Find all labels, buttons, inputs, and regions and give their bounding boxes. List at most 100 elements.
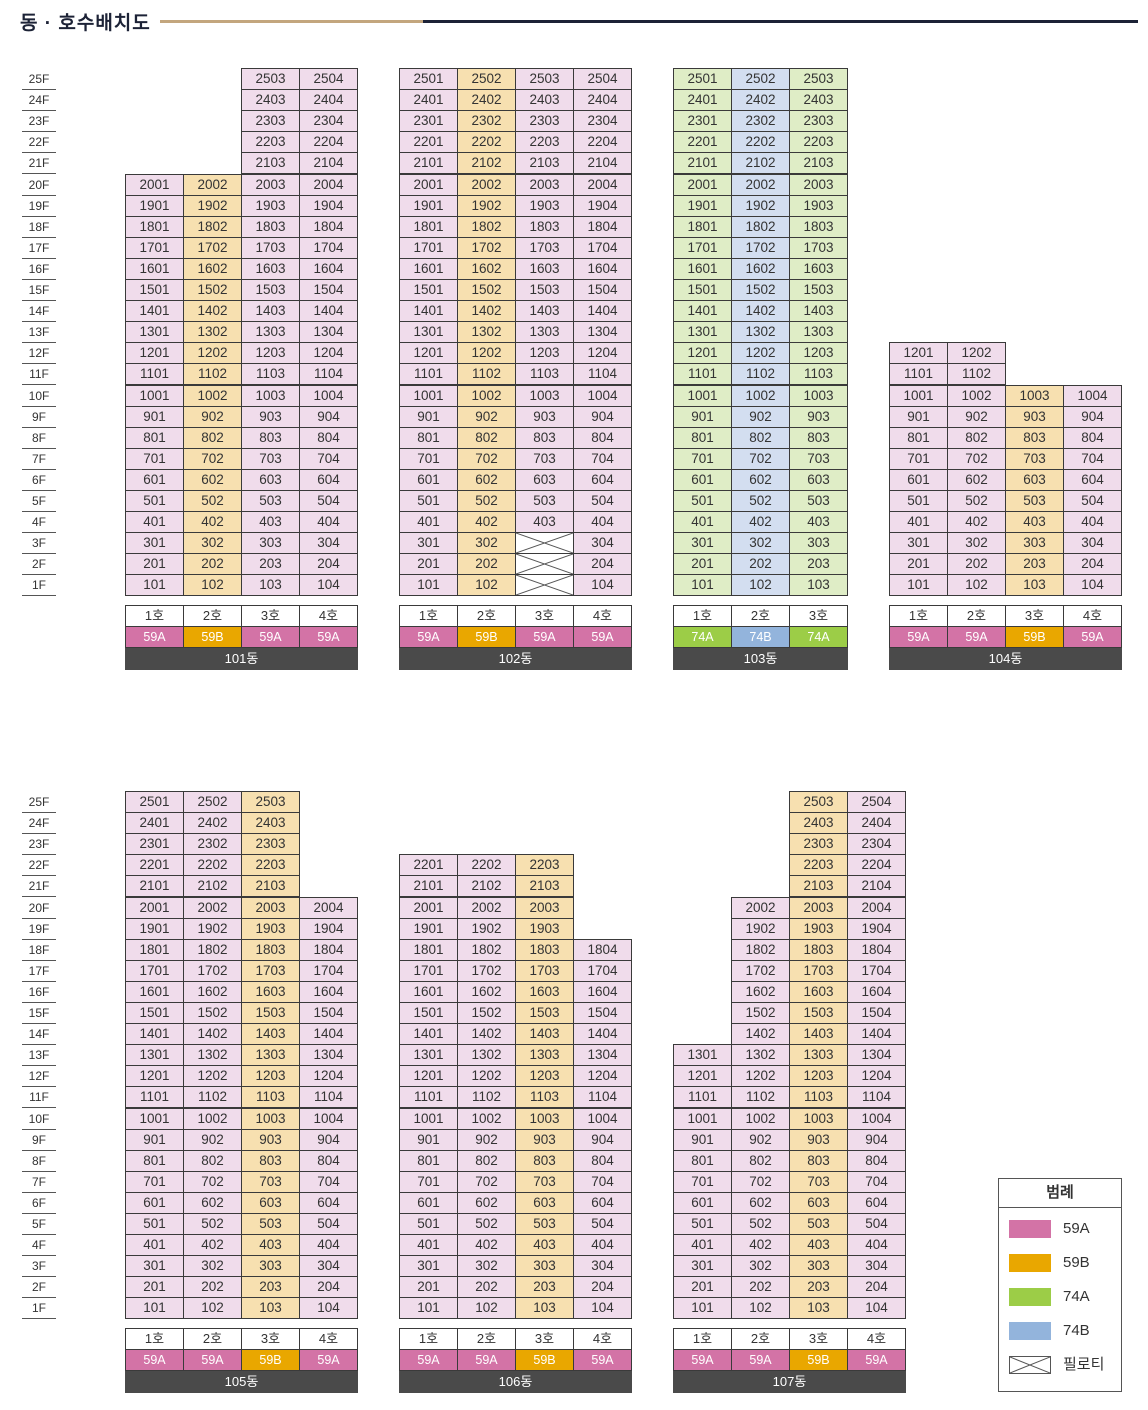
unit-cell[interactable]: 1804 [847, 938, 906, 961]
unit-cell[interactable]: 2503 [515, 68, 574, 90]
unit-cell[interactable]: 2202 [457, 131, 516, 154]
unit-cell[interactable]: 1101 [399, 363, 458, 386]
unit-cell[interactable]: 1004 [299, 384, 358, 407]
unit-cell[interactable]: 701 [673, 1170, 732, 1193]
unit-cell[interactable]: 303 [789, 1255, 848, 1278]
unit-cell[interactable]: 804 [847, 1149, 906, 1172]
unit-cell[interactable]: 302 [457, 532, 516, 555]
unit-cell[interactable]: 2203 [515, 854, 574, 877]
unit-cell[interactable]: 402 [183, 1234, 242, 1257]
unit-cell[interactable]: 104 [299, 574, 358, 597]
unit-cell[interactable]: 1501 [125, 279, 184, 301]
unit-cell[interactable]: 304 [573, 532, 632, 555]
unit-cell[interactable]: 1101 [399, 1086, 458, 1109]
unit-cell[interactable]: 2103 [241, 152, 300, 175]
unit-cell[interactable]: 1301 [399, 1044, 458, 1067]
unit-cell[interactable]: 801 [125, 1149, 184, 1172]
unit-cell[interactable]: 2401 [673, 89, 732, 112]
unit-cell[interactable]: 1801 [673, 215, 732, 238]
unit-cell[interactable]: 402 [183, 511, 242, 534]
unit-cell[interactable]: 304 [1063, 532, 1122, 555]
unit-cell[interactable]: 201 [399, 553, 458, 576]
unit-cell[interactable]: 301 [673, 532, 732, 555]
unit-cell[interactable]: 103 [1005, 574, 1064, 597]
unit-cell[interactable]: 404 [1063, 511, 1122, 534]
unit-cell[interactable]: 1704 [573, 236, 632, 259]
unit-cell[interactable]: 401 [889, 511, 948, 534]
unit-cell[interactable]: 603 [789, 468, 848, 491]
unit-cell[interactable]: 2403 [241, 812, 300, 835]
unit-cell[interactable]: 1802 [183, 215, 242, 238]
unit-cell[interactable]: 204 [299, 553, 358, 576]
unit-cell[interactable]: 602 [947, 468, 1006, 491]
unit-cell[interactable]: 502 [183, 490, 242, 512]
unit-cell[interactable]: 2503 [241, 791, 300, 813]
unit-cell[interactable]: 702 [183, 1170, 242, 1193]
unit-cell[interactable]: 1604 [573, 257, 632, 280]
unit-cell[interactable]: 1302 [183, 321, 242, 344]
unit-cell[interactable]: 101 [399, 574, 458, 597]
unit-cell[interactable]: 2501 [399, 68, 458, 90]
unit-cell[interactable]: 1502 [457, 279, 516, 301]
unit-cell[interactable]: 1902 [183, 194, 242, 217]
unit-cell[interactable]: 1401 [399, 1023, 458, 1046]
unit-cell[interactable]: 902 [731, 1128, 790, 1151]
unit-cell[interactable]: 604 [847, 1191, 906, 1214]
unit-cell[interactable]: 1802 [457, 938, 516, 961]
unit-cell[interactable]: 1804 [299, 938, 358, 961]
unit-cell[interactable]: 1302 [457, 321, 516, 344]
unit-cell[interactable]: 2003 [515, 173, 574, 196]
unit-cell[interactable]: 1801 [399, 938, 458, 961]
unit-cell[interactable]: 502 [457, 1213, 516, 1235]
unit-cell[interactable]: 1202 [457, 1065, 516, 1088]
unit-cell[interactable]: 1402 [183, 1023, 242, 1046]
unit-cell[interactable]: 502 [731, 490, 790, 512]
unit-cell[interactable]: 202 [457, 1276, 516, 1299]
unit-cell[interactable]: 1002 [183, 1107, 242, 1130]
unit-cell[interactable]: 1101 [125, 1086, 184, 1109]
unit-cell[interactable]: 1301 [673, 1044, 732, 1067]
unit-cell[interactable]: 1903 [241, 917, 300, 940]
unit-cell[interactable]: 803 [241, 426, 300, 449]
unit-cell[interactable]: 601 [673, 468, 732, 491]
unit-cell[interactable]: 401 [673, 511, 732, 534]
unit-cell[interactable]: 1001 [673, 384, 732, 407]
unit-cell[interactable]: 1104 [299, 1086, 358, 1109]
unit-cell[interactable]: 1903 [789, 917, 848, 940]
unit-cell[interactable]: 2002 [183, 896, 242, 919]
unit-cell[interactable]: 2402 [731, 89, 790, 112]
unit-cell[interactable]: 1104 [847, 1086, 906, 1109]
unit-cell[interactable]: 2404 [573, 89, 632, 112]
unit-cell[interactable]: 702 [731, 447, 790, 470]
unit-cell[interactable]: 2003 [789, 896, 848, 919]
unit-cell[interactable]: 201 [889, 553, 948, 576]
unit-cell[interactable]: 2004 [847, 896, 906, 919]
unit-cell[interactable]: 203 [515, 1276, 574, 1299]
unit-cell[interactable]: 602 [457, 1191, 516, 1214]
unit-cell[interactable]: 604 [1063, 468, 1122, 491]
unit-cell[interactable]: 104 [1063, 574, 1122, 597]
unit-cell[interactable]: 1703 [789, 236, 848, 259]
unit-cell[interactable]: 1604 [299, 257, 358, 280]
unit-cell[interactable]: 903 [789, 405, 848, 428]
unit-cell[interactable]: 303 [515, 1255, 574, 1278]
unit-cell[interactable]: 1501 [399, 279, 458, 301]
unit-cell[interactable]: 1803 [789, 938, 848, 961]
unit-cell[interactable]: 302 [457, 1255, 516, 1278]
unit-cell[interactable]: 804 [573, 426, 632, 449]
unit-cell[interactable]: 1202 [947, 342, 1006, 365]
unit-cell[interactable]: 604 [573, 1191, 632, 1214]
unit-cell[interactable]: 401 [125, 1234, 184, 1257]
unit-cell[interactable]: 1701 [673, 236, 732, 259]
unit-cell[interactable]: 101 [125, 574, 184, 597]
unit-cell[interactable]: 1602 [457, 980, 516, 1003]
unit-cell[interactable]: 2204 [573, 131, 632, 154]
unit-cell[interactable]: 1603 [515, 980, 574, 1003]
unit-cell[interactable]: 603 [515, 1191, 574, 1214]
unit-cell[interactable]: 1901 [125, 194, 184, 217]
unit-cell[interactable]: 801 [889, 426, 948, 449]
unit-cell[interactable]: 1104 [299, 363, 358, 386]
unit-cell[interactable]: 902 [457, 1128, 516, 1151]
unit-cell[interactable]: 1404 [299, 300, 358, 323]
unit-cell[interactable]: 102 [183, 1297, 242, 1320]
